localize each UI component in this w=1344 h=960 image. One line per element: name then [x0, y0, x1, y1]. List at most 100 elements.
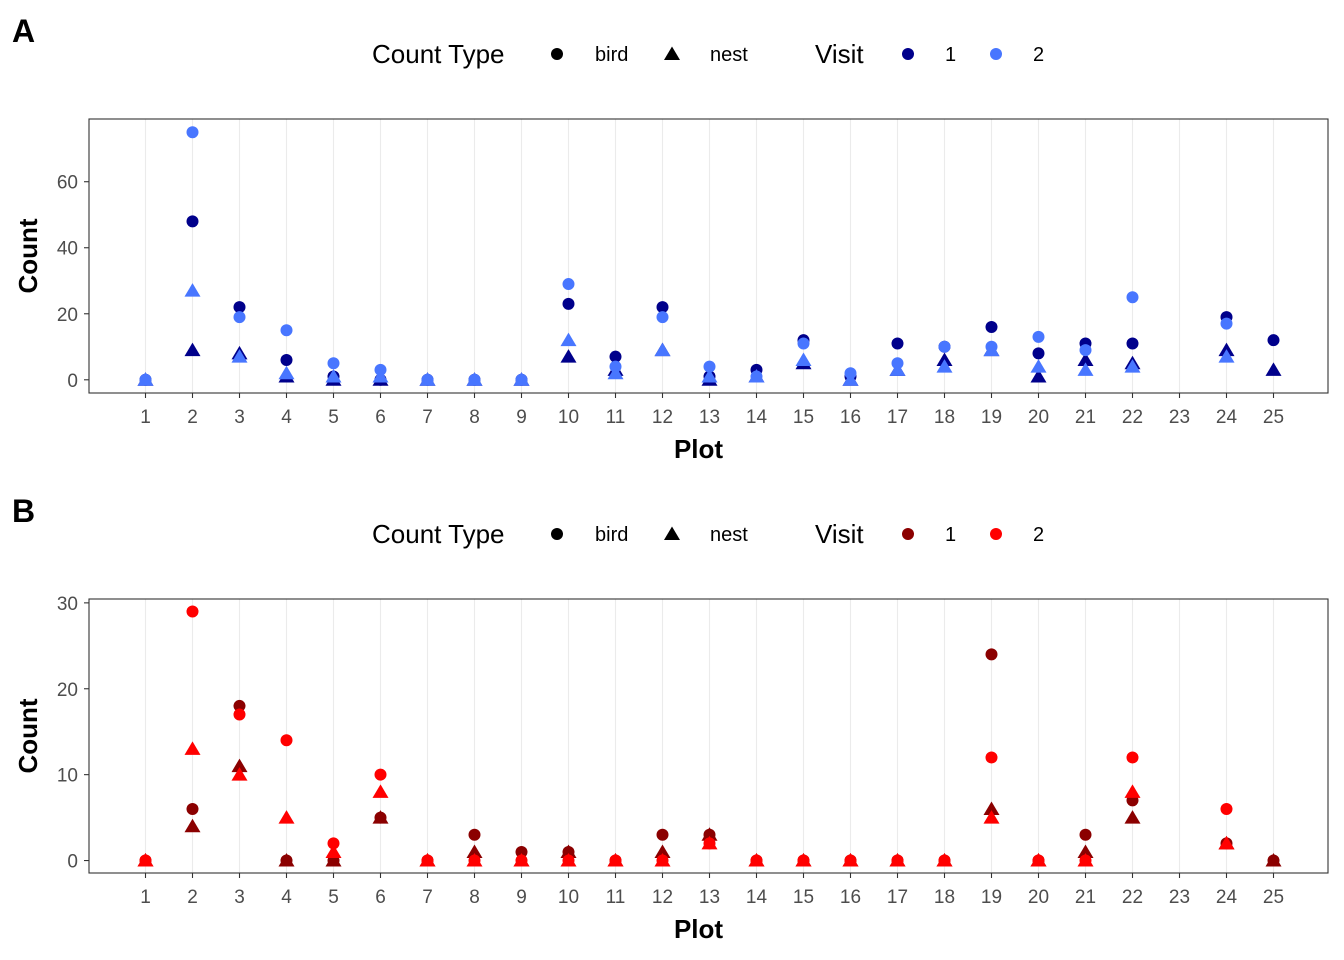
point-bird-visit-1 — [233, 301, 246, 314]
point-nest-visit-2 — [889, 362, 906, 376]
x-tick-label: 25 — [1263, 887, 1284, 908]
legend-title-visit: Visit — [815, 519, 864, 549]
x-tick-label: 18 — [934, 887, 955, 908]
point-bird-visit-2 — [562, 278, 575, 291]
point-bird-visit-2 — [1032, 330, 1045, 343]
point-nest-visit-2 — [842, 372, 859, 386]
y-axis: 0 10 20 30 Count — [13, 594, 89, 873]
x-tick-label: 2 — [187, 887, 198, 908]
legend-label-nest: nest — [710, 44, 748, 66]
point-nest-visit-2 — [1218, 349, 1235, 363]
point-bird-visit-1 — [515, 845, 528, 858]
x-axis: 1 2 3 4 5 6 7 8 9 10 11 12 13 14 15 16 17 18 19 20 21 22 23 24 2… — [140, 393, 1284, 464]
point-bird-visit-1 — [656, 301, 669, 314]
point-nest-visit-2 — [560, 853, 577, 867]
x-tick-label: 8 — [469, 887, 480, 908]
point-bird-visit-1 — [233, 699, 246, 712]
point-nest-visit-2 — [842, 853, 859, 867]
legend-label-visit-2: 2 — [1033, 524, 1044, 546]
x-tick-label: 1 — [140, 407, 151, 428]
x-tick-label: 1 — [140, 887, 151, 908]
legend-key-visit-2-icon — [990, 48, 1002, 60]
point-nest-visit-1 — [1077, 352, 1094, 366]
point-nest-visit-2 — [513, 372, 530, 386]
x-tick-label: 5 — [328, 887, 339, 908]
x-tick-label: 3 — [234, 407, 245, 428]
legend-key-visit-1-icon — [902, 48, 914, 60]
point-nest-visit-2 — [748, 368, 765, 383]
x-tick-label: 20 — [1028, 407, 1049, 428]
y-tick-label: 0 — [67, 371, 78, 392]
x-axis-title: Plot — [674, 434, 723, 464]
x-tick-label: 6 — [375, 887, 386, 908]
x-tick-label: 15 — [793, 407, 814, 428]
point-nest-visit-2 — [1077, 853, 1094, 867]
point-bird-visit-2 — [938, 340, 951, 353]
x-tick-label: 11 — [606, 407, 626, 428]
x-tick-label: 10 — [558, 407, 579, 428]
point-bird-visit-1 — [1267, 334, 1280, 347]
x-tick-label: 11 — [606, 887, 626, 908]
point-nest-visit-1 — [560, 844, 577, 858]
point-nest-visit-2 — [419, 372, 436, 386]
point-bird-visit-2 — [1220, 317, 1233, 330]
x-tick-label: 15 — [793, 887, 814, 908]
point-bird-visit-2 — [985, 751, 998, 764]
legend-label-bird: bird — [595, 44, 628, 66]
point-nest-visit-1 — [184, 818, 201, 833]
point-nest-visit-1 — [560, 349, 577, 363]
point-nest-visit-2 — [748, 853, 765, 867]
point-bird-visit-2 — [703, 360, 716, 373]
x-tick-label: 4 — [281, 407, 292, 428]
x-tick-label: 8 — [469, 407, 480, 428]
point-bird-visit-2 — [797, 337, 810, 350]
y-tick-label: 20 — [57, 305, 78, 326]
point-nest-visit-1 — [654, 844, 671, 858]
y-tick-label: 30 — [57, 594, 78, 615]
y-axis-title: Count — [13, 218, 43, 293]
plot-border — [88, 598, 1329, 874]
point-bird-visit-1 — [1079, 828, 1092, 841]
point-nest-visit-2 — [983, 342, 1000, 357]
point-nest-visit-2 — [983, 810, 1000, 824]
point-bird-visit-1 — [985, 648, 998, 661]
panel-tag: A — [12, 13, 35, 49]
point-nest-visit-2 — [1030, 853, 1047, 867]
x-tick-label: 21 — [1075, 407, 1096, 428]
point-nest-visit-1 — [1265, 362, 1282, 376]
x-tick-label: 24 — [1216, 887, 1238, 908]
point-nest-visit-2 — [1030, 359, 1047, 373]
point-bird-visit-1 — [656, 828, 669, 841]
point-nest-visit-2 — [936, 359, 953, 373]
x-tick-label: 16 — [840, 887, 861, 908]
legend-key-nest-icon — [664, 526, 680, 540]
point-bird-visit-1 — [985, 320, 998, 333]
point-nest-visit-2 — [701, 368, 718, 383]
x-tick-label: 7 — [422, 887, 433, 908]
legend-key-nest-icon — [664, 46, 680, 60]
point-nest-visit-1 — [701, 827, 718, 841]
legend: Count Type bird nest Visit 1 2 — [372, 39, 1044, 69]
x-tick-label: 13 — [699, 407, 720, 428]
legend-label-visit-1: 1 — [945, 524, 956, 546]
point-nest-visit-2 — [795, 853, 812, 867]
point-nest-visit-2 — [231, 767, 248, 781]
legend-key-visit-1-icon — [902, 528, 914, 540]
point-nest-visit-1 — [325, 853, 342, 867]
panel-tag: B — [12, 493, 35, 529]
point-nest-visit-2 — [137, 853, 154, 867]
x-tick-label: 6 — [375, 407, 386, 428]
x-tick-label: 12 — [652, 407, 673, 428]
point-nest-visit-2 — [137, 372, 154, 386]
x-tick-label: 5 — [328, 407, 339, 428]
point-nest-visit-2 — [278, 810, 295, 824]
point-nest-visit-2 — [184, 741, 201, 755]
y-tick-label: 0 — [67, 852, 78, 873]
point-bird-visit-2 — [280, 324, 293, 337]
y-axis: 0 20 40 60 Count — [13, 173, 89, 392]
y-tick-label: 20 — [57, 680, 78, 701]
point-nest-visit-1 — [1030, 368, 1047, 383]
data-points — [137, 605, 1282, 867]
